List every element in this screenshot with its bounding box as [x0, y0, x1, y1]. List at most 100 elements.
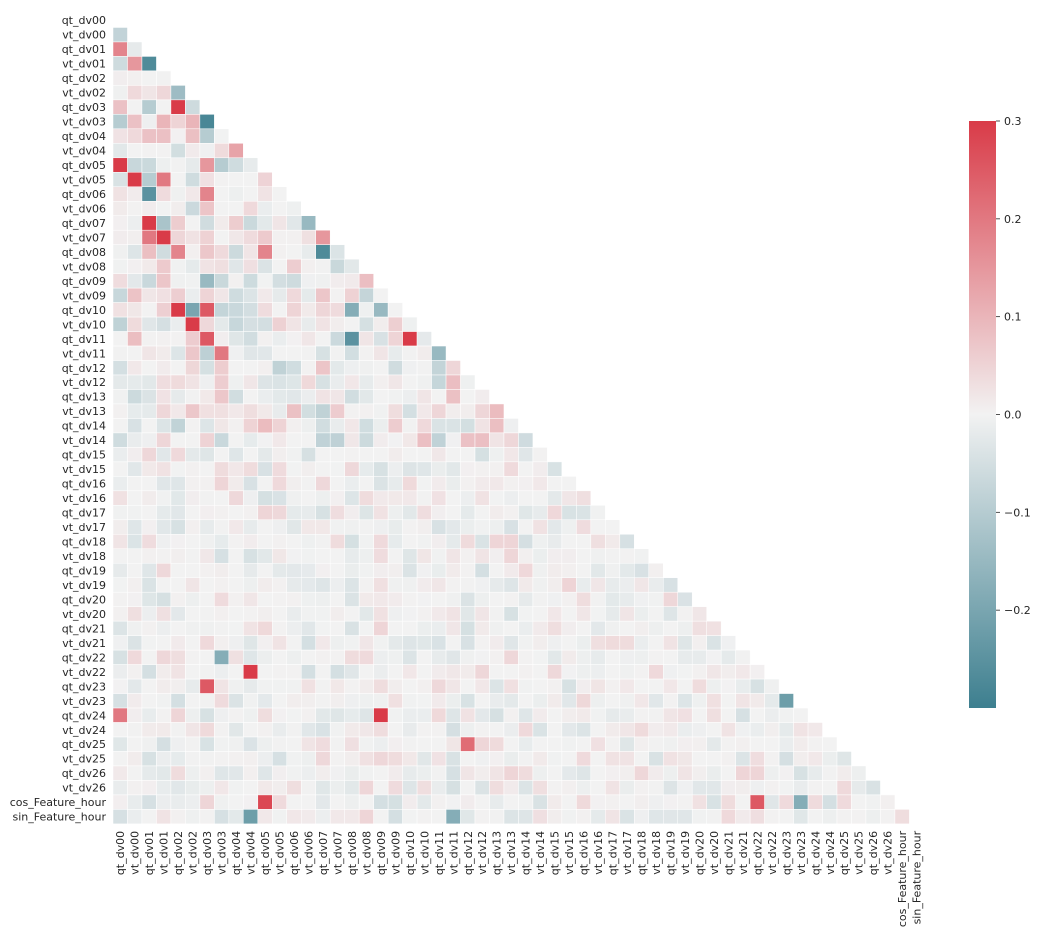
- heatmap-cell: [300, 649, 316, 665]
- heatmap-cell: [561, 649, 577, 665]
- heatmap-cell: [344, 331, 360, 347]
- y-tick-label: qt_dv22: [62, 651, 106, 664]
- heatmap-cell: [532, 765, 548, 781]
- heatmap-cell: [518, 534, 534, 550]
- heatmap-cell: [358, 606, 374, 622]
- heatmap-cell: [315, 432, 331, 448]
- x-tick-label: vt_dv10: [418, 831, 431, 875]
- heatmap-cell: [141, 722, 157, 738]
- heatmap-cell: [605, 620, 621, 636]
- heatmap-cell: [199, 707, 215, 723]
- heatmap-cell: [503, 562, 519, 578]
- heatmap-cell: [706, 765, 722, 781]
- heatmap-cell: [532, 447, 548, 463]
- heatmap-cell: [387, 606, 403, 622]
- heatmap-cell: [590, 678, 606, 694]
- heatmap-cell: [749, 678, 765, 694]
- heatmap-cell: [156, 562, 172, 578]
- heatmap-cell: [431, 389, 447, 405]
- heatmap-cell: [127, 548, 143, 564]
- heatmap-cell: [387, 562, 403, 578]
- heatmap-cell: [532, 562, 548, 578]
- heatmap-cell: [199, 360, 215, 376]
- heatmap-cell: [156, 693, 172, 709]
- heatmap-cell: [315, 229, 331, 245]
- heatmap-cell: [112, 591, 128, 607]
- heatmap-cell: [127, 360, 143, 376]
- heatmap-cell: [300, 765, 316, 781]
- heatmap-cell: [170, 172, 186, 188]
- heatmap-cell: [387, 505, 403, 521]
- heatmap-cell: [807, 751, 823, 767]
- heatmap-cell: [141, 794, 157, 810]
- heatmap-cell: [185, 374, 201, 390]
- heatmap-cell: [170, 114, 186, 130]
- heatmap-cell: [460, 736, 476, 752]
- heatmap-cell: [518, 591, 534, 607]
- heatmap-cell: [170, 432, 186, 448]
- heatmap-cell: [344, 751, 360, 767]
- heatmap-cell: [402, 461, 418, 477]
- y-tick-label: vt_dv21: [62, 637, 106, 650]
- heatmap-cell: [460, 403, 476, 419]
- heatmap-cell: [605, 693, 621, 709]
- heatmap-cell: [634, 649, 650, 665]
- heatmap-cell: [387, 389, 403, 405]
- heatmap-cell: [127, 765, 143, 781]
- heatmap-cell: [677, 635, 693, 651]
- heatmap-cell: [416, 664, 432, 680]
- heatmap-cell: [272, 345, 288, 361]
- heatmap-cell: [648, 620, 664, 636]
- y-tick-label: vt_dv19: [62, 579, 106, 592]
- heatmap-cell: [474, 534, 490, 550]
- heatmap-cell: [358, 693, 374, 709]
- heatmap-cell: [141, 751, 157, 767]
- heatmap-cell: [156, 461, 172, 477]
- heatmap-cell: [228, 635, 244, 651]
- heatmap-cell: [402, 403, 418, 419]
- heatmap-cell: [170, 229, 186, 245]
- heatmap-cell: [518, 461, 534, 477]
- heatmap-cell: [402, 591, 418, 607]
- heatmap-cell: [503, 780, 519, 796]
- heatmap-cell: [460, 591, 476, 607]
- heatmap-cell: [764, 693, 780, 709]
- heatmap-cell: [445, 577, 461, 593]
- heatmap-cell: [677, 693, 693, 709]
- heatmap-cell: [518, 562, 534, 578]
- heatmap-cell: [489, 505, 505, 521]
- heatmap-cell: [431, 490, 447, 506]
- heatmap-cell: [141, 432, 157, 448]
- heatmap-cell: [691, 765, 707, 781]
- heatmap-cell: [749, 765, 765, 781]
- heatmap-cell: [272, 678, 288, 694]
- heatmap-cell: [416, 534, 432, 550]
- heatmap-cell: [619, 751, 635, 767]
- heatmap-cell: [127, 345, 143, 361]
- heatmap-cell: [518, 794, 534, 810]
- heatmap-cell: [257, 244, 273, 260]
- heatmap-cell: [619, 534, 635, 550]
- heatmap-cell: [127, 722, 143, 738]
- heatmap-cell: [561, 751, 577, 767]
- heatmap-cell: [720, 780, 736, 796]
- heatmap-cell: [387, 765, 403, 781]
- heatmap-cell: [214, 809, 230, 825]
- heatmap-cell: [170, 765, 186, 781]
- heatmap-cell: [358, 345, 374, 361]
- heatmap-cell: [547, 693, 563, 709]
- heatmap-cell: [474, 620, 490, 636]
- heatmap-cell: [228, 678, 244, 694]
- heatmap-cell: [300, 403, 316, 419]
- colorbar-ticks: 0.30.20.10.0−0.1−0.2: [996, 115, 1031, 617]
- heatmap-cell: [257, 215, 273, 231]
- heatmap-cell: [112, 548, 128, 564]
- heatmap-cell: [185, 736, 201, 752]
- heatmap-cell: [272, 389, 288, 405]
- heatmap-cell: [156, 505, 172, 521]
- heatmap-cell: [127, 693, 143, 709]
- heatmap-cell: [112, 447, 128, 463]
- heatmap-cell: [489, 780, 505, 796]
- x-tick-label: qt_dv00: [114, 831, 127, 875]
- heatmap-cell: [547, 534, 563, 550]
